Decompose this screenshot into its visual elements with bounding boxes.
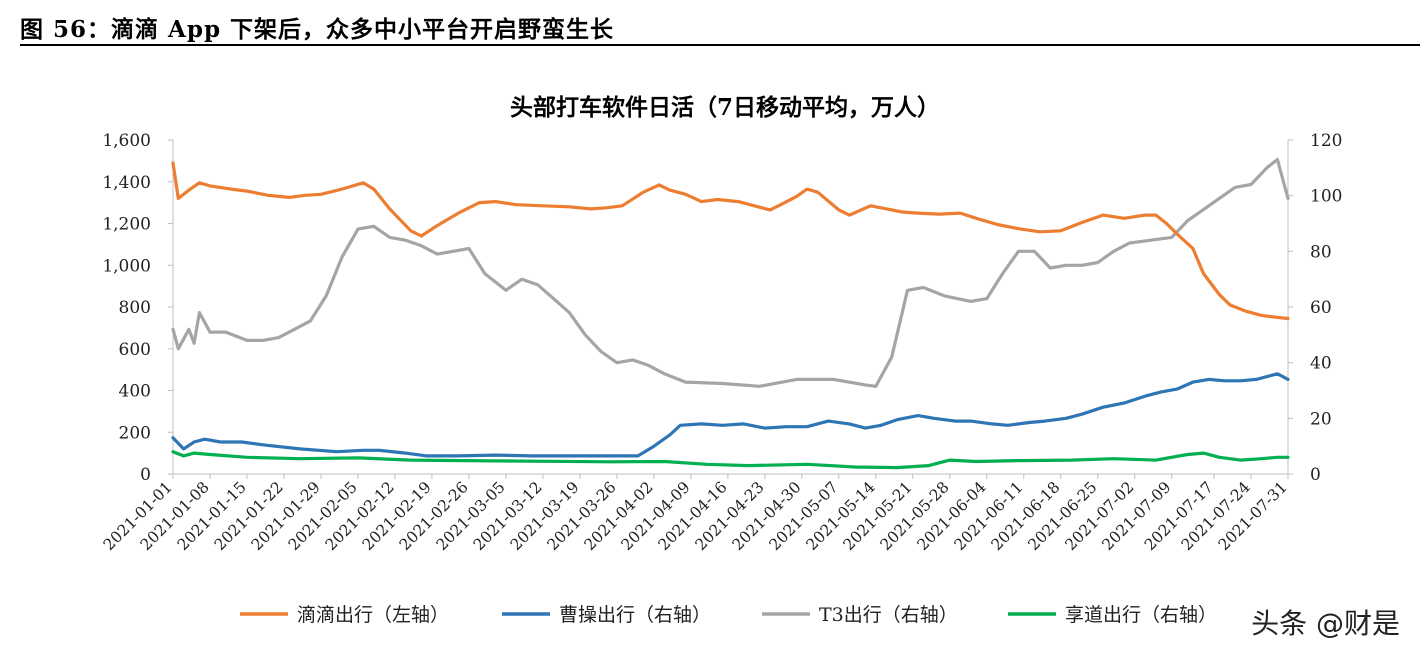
y-right-tick-label: 20 — [1310, 409, 1332, 429]
y-left-tick-label: 600 — [119, 340, 151, 360]
legend-label-2: 曹操出行（右轴） — [559, 604, 711, 626]
y-right-tick-label: 0 — [1310, 465, 1321, 485]
legend: 滴滴出行（左轴） 曹操出行（右轴） T3出行（右轴） 享道出行（右轴） — [240, 604, 1217, 626]
y-right-tick-label: 100 — [1310, 187, 1342, 207]
legend-label-4: 享道出行（右轴） — [1065, 604, 1217, 626]
y-left-tick-label: 1,400 — [102, 173, 151, 193]
title-rule — [20, 44, 1420, 46]
y-left-tick-label: 400 — [119, 382, 151, 402]
legend-label-3: T3出行（右轴） — [819, 604, 958, 626]
chart-title: 头部打车软件日活（7日移动平均，万人） — [510, 94, 940, 121]
axes: 0 200 400 600 800 1,000 1,200 1,400 1,600 0 20 40 60… — [100, 131, 1343, 554]
figure-title: 图 56：滴滴 App 下架后，众多中小平台开启野蛮生长 — [20, 16, 615, 43]
y-right-tick-label: 80 — [1310, 242, 1332, 262]
series-line-4 — [171, 450, 1290, 470]
y-left-tick-label: 1,000 — [102, 256, 151, 276]
series-line-2 — [171, 372, 1290, 458]
legend-label-1: 滴滴出行（左轴） — [297, 604, 449, 626]
y-right-tick-label: 60 — [1310, 298, 1332, 318]
series-lines — [171, 157, 1290, 470]
watermark: 头条 @财是 — [1251, 607, 1400, 640]
series-line-3 — [171, 157, 1290, 388]
y-left-tick-label: 800 — [119, 298, 151, 318]
y-right-tick-label: 120 — [1310, 131, 1342, 151]
y-left-tick-label: 200 — [119, 423, 151, 443]
y-left-tick-label: 0 — [140, 465, 151, 485]
y-left-tick-label: 1,600 — [102, 131, 151, 151]
y-left-tick-label: 1,200 — [102, 215, 151, 235]
series-line-1 — [171, 161, 1290, 321]
y-right-tick-label: 40 — [1310, 354, 1332, 374]
